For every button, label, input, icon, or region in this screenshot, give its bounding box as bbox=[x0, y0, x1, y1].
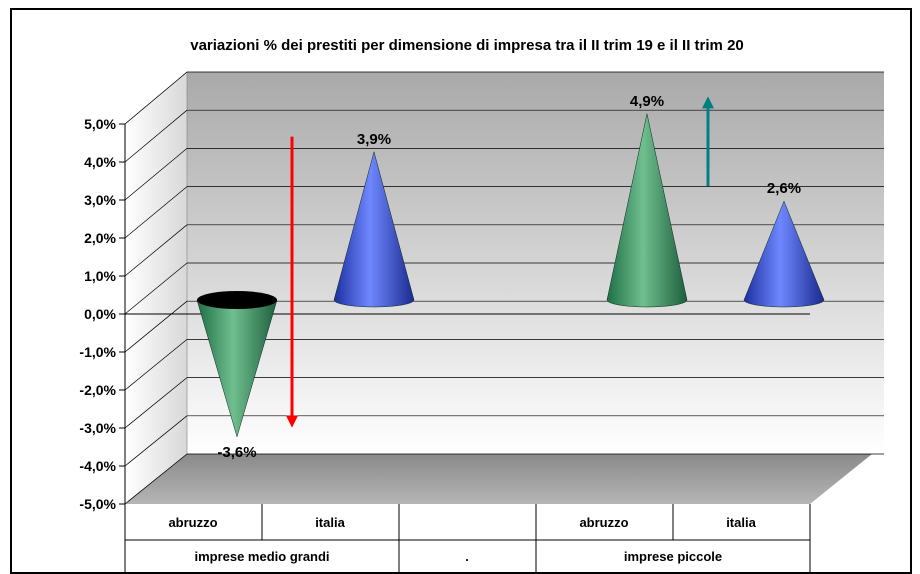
group-label: imprese medio grandi bbox=[194, 549, 329, 564]
gridline bbox=[124, 415, 188, 467]
chart-title: variazioni % dei prestiti per dimensione… bbox=[190, 37, 744, 54]
data-label: 2,6% bbox=[767, 180, 801, 197]
y-tick-label: 2,0% bbox=[84, 230, 116, 246]
cone-bar bbox=[333, 150, 415, 308]
cone-cap bbox=[197, 291, 277, 309]
chart-frame: variazioni % dei prestiti per dimensione… bbox=[10, 8, 912, 574]
data-label: 3,9% bbox=[357, 131, 391, 148]
group-label: imprese piccole bbox=[624, 549, 722, 564]
gridline bbox=[124, 224, 188, 277]
chart: variazioni % dei prestiti per dimensione… bbox=[79, 37, 884, 574]
y-tick-label: 1,0% bbox=[84, 268, 116, 284]
floor bbox=[125, 454, 872, 504]
data-label: -3,6% bbox=[217, 444, 256, 461]
gridline bbox=[124, 339, 188, 391]
gridline bbox=[124, 453, 188, 505]
side-wall bbox=[124, 71, 188, 505]
group-label: . bbox=[465, 549, 469, 564]
category-label: abruzzo bbox=[579, 515, 628, 530]
gridline bbox=[124, 377, 188, 429]
gridline bbox=[124, 109, 188, 163]
y-tick-label: 0,0% bbox=[84, 306, 116, 322]
data-label: 4,9% bbox=[630, 93, 664, 110]
category-label: italia bbox=[315, 515, 345, 530]
cone-bar bbox=[743, 200, 825, 308]
category-label: italia bbox=[726, 515, 756, 530]
category-label: abruzzo bbox=[168, 515, 217, 530]
gridline bbox=[124, 71, 188, 125]
cone-bar bbox=[606, 113, 688, 308]
category-table: abruzzo italia abruzzo italia imprese me… bbox=[124, 504, 811, 574]
y-tick-label: 3,0% bbox=[84, 192, 116, 208]
gridline bbox=[124, 148, 188, 201]
y-tick-label: 4,0% bbox=[84, 154, 116, 170]
gridline bbox=[124, 262, 188, 315]
y-axis-ticks: -5,0% -4,0% -3,0% -2,0% -1,0% 0,0% 1,0% 2,0% 3,0… bbox=[79, 116, 125, 512]
y-tick-label: -1,0% bbox=[79, 344, 116, 360]
y-tick-label: -3,0% bbox=[79, 420, 116, 436]
gridline bbox=[124, 300, 188, 353]
marks-layer: -3,6% 3,9% 4,9% 2,6% bbox=[196, 93, 825, 461]
y-tick-label: -5,0% bbox=[79, 496, 116, 512]
y-tick-label: -4,0% bbox=[79, 458, 116, 474]
y-tick-label: -2,0% bbox=[79, 382, 116, 398]
gridline bbox=[124, 186, 188, 239]
y-tick-label: 5,0% bbox=[84, 116, 116, 132]
